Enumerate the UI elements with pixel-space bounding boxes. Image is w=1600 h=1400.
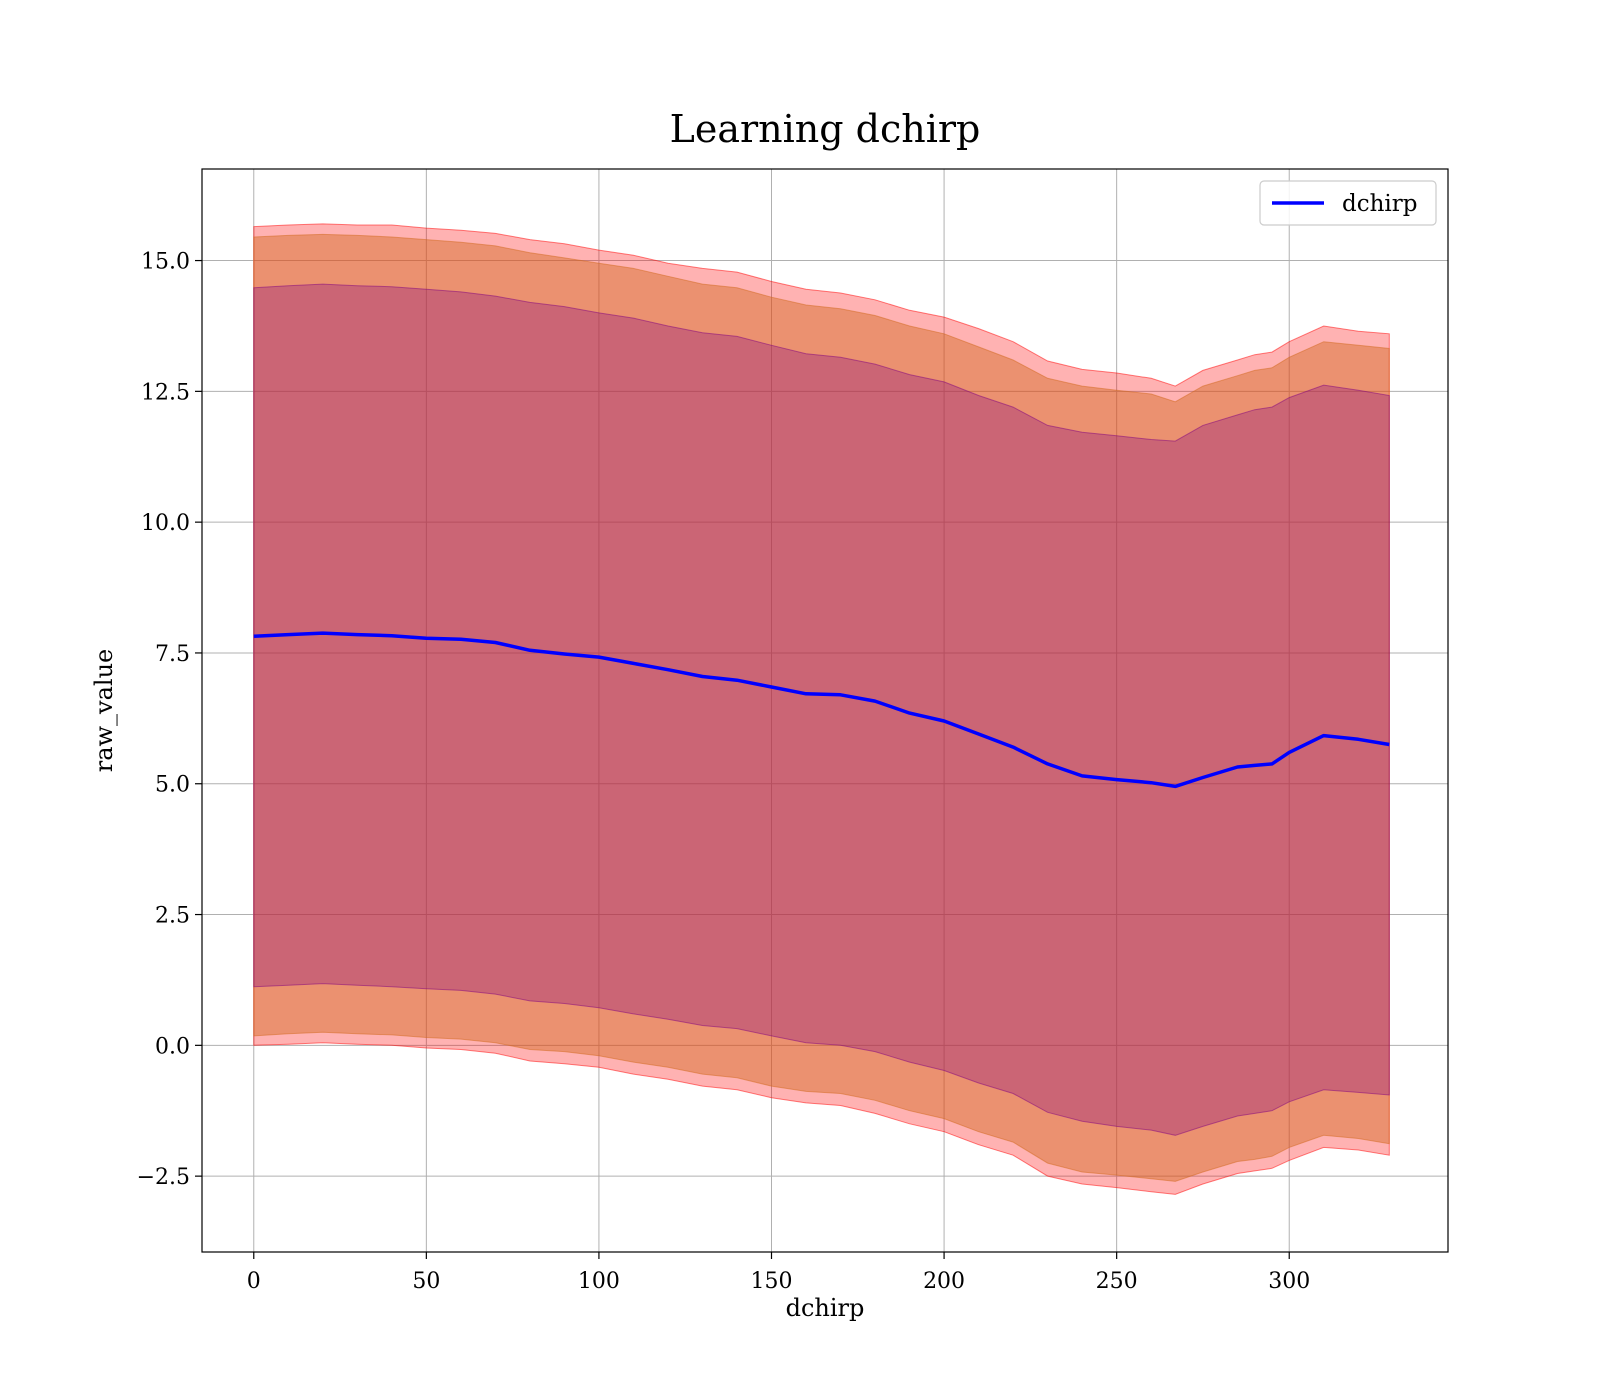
x-tick-label-6: 300	[1268, 1269, 1310, 1294]
y-tick-label-5: 10.0	[141, 511, 190, 536]
x-axis-label: dchirp	[786, 1294, 865, 1322]
x-axis-ticks: 0 50 100 150 200 250 300	[247, 1252, 1310, 1294]
x-tick-label-0: 0	[247, 1269, 261, 1294]
y-tick-label-6: 12.5	[141, 380, 190, 405]
x-tick-label-3: 150	[751, 1269, 793, 1294]
band-2	[253, 283, 1390, 1136]
y-tick-label-3: 5.0	[155, 773, 190, 798]
series-lines	[253, 631, 1390, 789]
band-1	[253, 233, 1390, 1182]
confidence-bands	[253, 223, 1390, 1195]
band-0	[253, 223, 1390, 1195]
y-tick-label-7: 15.0	[141, 250, 190, 275]
x-tick-label-5: 250	[1096, 1269, 1138, 1294]
legend: dchirp	[1259, 180, 1437, 226]
y-tick-label-0: −2.5	[137, 1165, 190, 1190]
grid	[202, 169, 1448, 1252]
chart-title: Learning dchirp	[670, 107, 981, 151]
x-tick-label-4: 200	[923, 1269, 965, 1294]
y-tick-label-4: 7.5	[155, 642, 190, 667]
y-axis-ticks: −2.5 0.0 2.5 5.0 7.5 10.0 12.5 15.0	[137, 250, 202, 1190]
x-tick-label-1: 50	[412, 1269, 440, 1294]
y-tick-label-1: 0.0	[155, 1034, 190, 1059]
series-line-dchirp	[253, 631, 1390, 789]
legend-box	[1259, 180, 1437, 226]
legend-label-dchirp: dchirp	[1342, 191, 1418, 217]
x-tick-label-2: 100	[578, 1269, 620, 1294]
y-tick-label-2: 2.5	[155, 904, 190, 929]
plot-frame	[201, 168, 1449, 1253]
y-axis-label: raw_value	[90, 649, 118, 773]
